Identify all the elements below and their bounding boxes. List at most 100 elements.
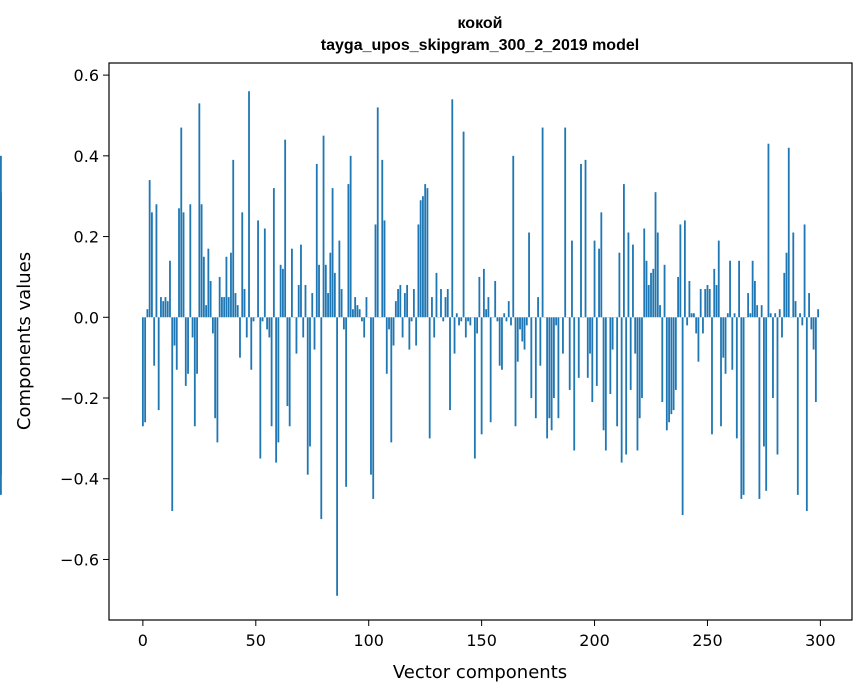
bar bbox=[738, 260, 740, 318]
bar bbox=[162, 301, 165, 318]
bar bbox=[146, 309, 149, 318]
bar bbox=[322, 135, 325, 318]
bar bbox=[419, 200, 422, 318]
bar bbox=[304, 284, 307, 318]
bar bbox=[557, 317, 560, 419]
bar bbox=[241, 212, 244, 318]
bar bbox=[683, 220, 686, 318]
bar bbox=[216, 317, 219, 443]
bar bbox=[623, 184, 625, 318]
bar bbox=[196, 317, 198, 374]
bar bbox=[652, 268, 655, 318]
bar bbox=[611, 317, 614, 350]
bar bbox=[390, 317, 393, 443]
plot-frame bbox=[108, 62, 853, 621]
x-tick-label: 150 bbox=[466, 631, 497, 650]
bar bbox=[726, 313, 729, 318]
bar bbox=[462, 131, 465, 318]
bar bbox=[306, 317, 309, 475]
bar bbox=[808, 293, 810, 318]
bar bbox=[720, 317, 722, 427]
bar bbox=[464, 317, 467, 338]
bar bbox=[785, 252, 788, 318]
bar bbox=[670, 317, 673, 415]
bar bbox=[388, 317, 390, 330]
bar bbox=[155, 204, 158, 318]
bar bbox=[469, 317, 472, 326]
bar bbox=[144, 317, 147, 423]
y-tick-label: 0.4 bbox=[74, 147, 99, 166]
bar bbox=[189, 204, 192, 318]
y-tick-label: 0.2 bbox=[74, 228, 99, 247]
bar bbox=[530, 317, 533, 398]
bar bbox=[729, 260, 731, 318]
bar bbox=[751, 260, 754, 318]
bar bbox=[704, 289, 707, 318]
bar bbox=[230, 252, 232, 318]
bar bbox=[153, 317, 156, 366]
bar bbox=[767, 143, 770, 318]
bar bbox=[584, 159, 587, 318]
bar bbox=[392, 317, 395, 346]
bar bbox=[552, 317, 555, 398]
bar bbox=[799, 313, 801, 318]
bar bbox=[385, 317, 388, 374]
bar bbox=[677, 276, 680, 318]
bar bbox=[187, 317, 189, 374]
y-axis-label: Components values bbox=[14, 252, 35, 430]
bar bbox=[286, 317, 289, 407]
bar bbox=[528, 232, 530, 318]
bar bbox=[814, 317, 817, 403]
bar bbox=[401, 317, 404, 338]
bar bbox=[711, 317, 713, 435]
bar bbox=[266, 317, 268, 330]
bar bbox=[239, 317, 241, 358]
bar bbox=[765, 317, 768, 491]
bar bbox=[494, 280, 497, 318]
bar bbox=[209, 280, 212, 318]
bar bbox=[794, 301, 797, 318]
bar bbox=[270, 317, 273, 427]
bar bbox=[641, 317, 643, 398]
bar bbox=[198, 103, 201, 318]
chart-title: кокой bbox=[458, 15, 503, 32]
bar bbox=[347, 184, 350, 318]
bar bbox=[428, 317, 431, 439]
bar bbox=[315, 163, 318, 318]
x-tick-label: 200 bbox=[579, 631, 610, 650]
bar bbox=[263, 228, 266, 318]
y-axis-ticks: −0.6 −0.4 −0.2 0.0 0.2 0.4 0.6 bbox=[60, 66, 109, 569]
bar bbox=[781, 317, 783, 338]
bar bbox=[661, 317, 664, 403]
bar bbox=[383, 220, 386, 318]
bar bbox=[354, 297, 357, 318]
bar bbox=[618, 252, 621, 318]
bar bbox=[451, 99, 454, 318]
bar bbox=[300, 244, 302, 318]
bar bbox=[634, 317, 637, 354]
bar bbox=[214, 317, 217, 419]
bar bbox=[191, 317, 194, 338]
bar bbox=[731, 317, 734, 370]
bar bbox=[227, 297, 230, 318]
bar bbox=[243, 289, 246, 318]
bar bbox=[455, 313, 458, 318]
bar bbox=[577, 317, 580, 378]
bar bbox=[778, 309, 781, 318]
bar bbox=[659, 305, 661, 318]
bar bbox=[259, 317, 262, 459]
bar bbox=[365, 297, 368, 318]
bar bbox=[248, 91, 250, 318]
bar bbox=[446, 289, 449, 318]
bar bbox=[331, 188, 334, 318]
x-tick-label: 250 bbox=[692, 631, 723, 650]
bar bbox=[200, 204, 203, 318]
bar bbox=[309, 317, 311, 447]
bar bbox=[616, 317, 619, 427]
bar bbox=[412, 289, 415, 318]
bar bbox=[164, 297, 167, 318]
bar bbox=[431, 297, 433, 318]
bar bbox=[760, 305, 763, 318]
bar bbox=[586, 317, 589, 378]
bar bbox=[422, 196, 424, 318]
